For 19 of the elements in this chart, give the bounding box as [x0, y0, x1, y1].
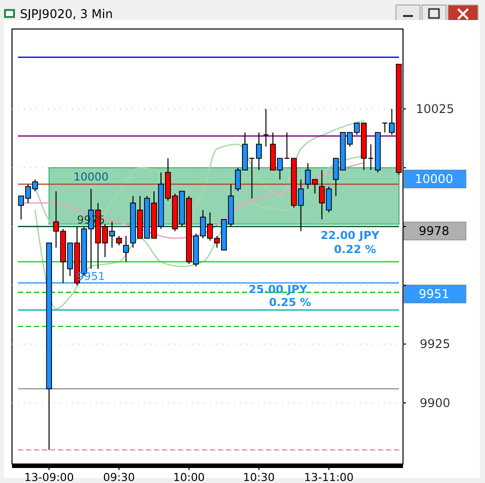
- candlestick: [262, 108, 269, 148]
- annotation: 0.25 %: [269, 296, 311, 309]
- x-tick-label: 13-09:00: [24, 471, 74, 483]
- x-tick-label: 10:30: [243, 471, 275, 483]
- y-tick-label: 9900: [420, 396, 450, 410]
- x-tick-label: 09:30: [103, 471, 135, 483]
- y-tick-label: 10025: [416, 102, 454, 116]
- x-tick-label: 13-11:00: [304, 471, 354, 483]
- x-tick-label: 10:00: [173, 471, 205, 483]
- text: 10000: [414, 172, 454, 186]
- annotation: 0.22 %: [334, 243, 376, 256]
- band-label: 10000: [74, 170, 109, 184]
- y-tick-label: 9925: [420, 337, 450, 352]
- text: 9978: [418, 224, 450, 238]
- candlestick: [123, 235, 129, 262]
- text: 9951: [418, 287, 450, 301]
- annotation: 22.00 JPY: [320, 229, 380, 242]
- candlestick: [116, 235, 122, 246]
- chart-title: SJPJ9020, 3 Min: [20, 7, 113, 21]
